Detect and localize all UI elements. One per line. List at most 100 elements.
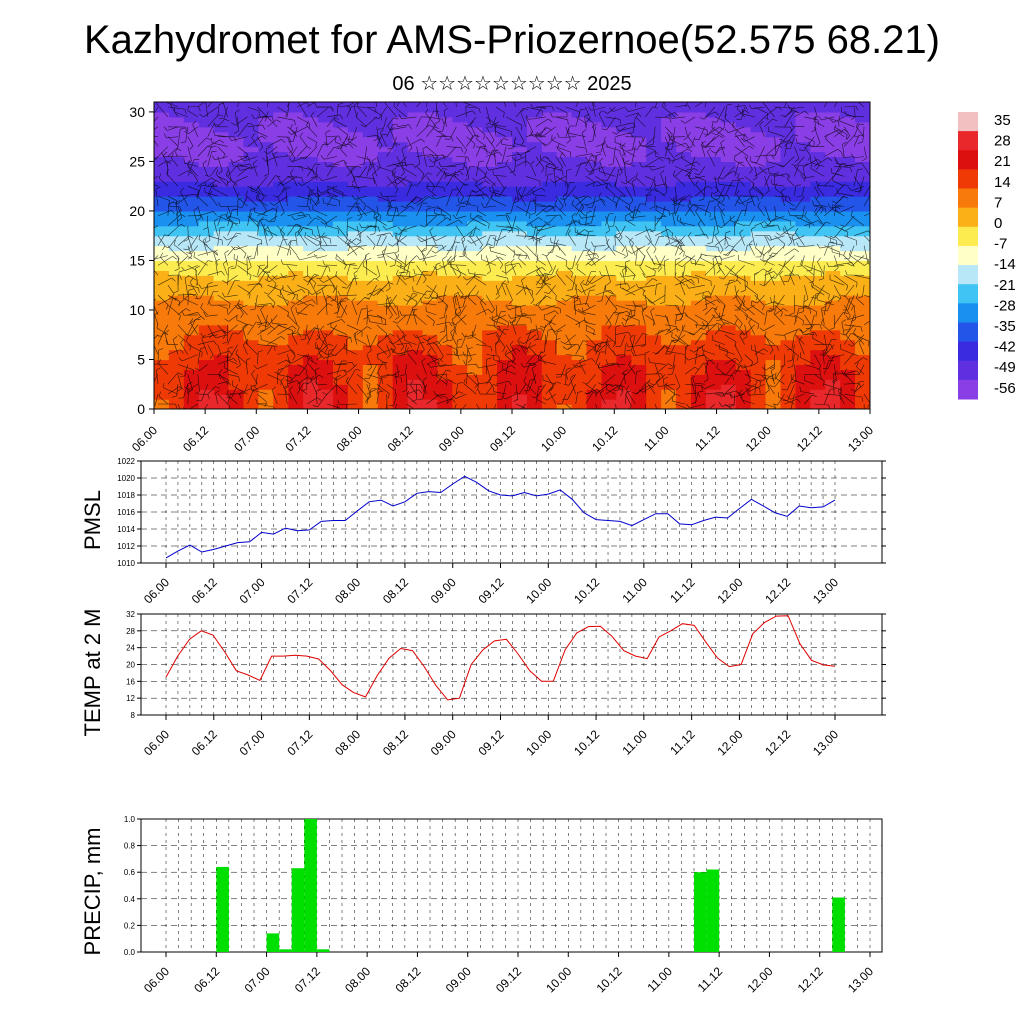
heatmap-cell <box>795 404 811 409</box>
wind-barb-feather <box>339 298 343 303</box>
heatmap-cell <box>168 106 185 113</box>
heatmap-cell <box>452 196 468 202</box>
heatmap-cell <box>526 275 543 281</box>
heatmap-cell <box>198 329 215 336</box>
wind-barb-feather <box>431 154 435 159</box>
wind-barb-feather <box>429 294 433 299</box>
wind-barb-feather <box>172 297 178 299</box>
wind-barb <box>376 377 383 395</box>
wind-barb <box>264 314 268 331</box>
heatmap-cell <box>646 146 662 153</box>
heatmap-cell <box>437 339 453 346</box>
wind-barb <box>247 106 260 112</box>
wind-barb-feather <box>195 367 200 371</box>
wind-barb-feather <box>324 333 330 336</box>
wind-barb <box>339 294 357 296</box>
heatmap-cell <box>512 111 528 118</box>
wind-barb-feather <box>318 374 324 378</box>
heatmap-cell <box>228 295 245 301</box>
heatmap-cell <box>810 210 826 217</box>
wind-barb <box>376 252 395 256</box>
heatmap-cell <box>691 250 707 257</box>
heatmap-cell <box>840 131 856 138</box>
wind-barb-feather <box>316 291 322 295</box>
heatmap-cell <box>497 181 513 187</box>
wind-barb <box>461 238 467 256</box>
wind-barb-feather <box>363 316 369 320</box>
wind-barb <box>471 324 477 338</box>
heatmap-cell <box>273 364 289 370</box>
heatmap-cell <box>750 215 767 222</box>
heatmap-cell <box>676 151 692 158</box>
heatmap-cell <box>810 235 826 242</box>
wind-barb-feather <box>339 114 343 120</box>
wind-barb-feather <box>175 151 178 156</box>
heatmap-cell <box>467 205 483 212</box>
heatmap-cell <box>571 309 588 316</box>
heatmap-cell <box>243 220 260 227</box>
wind-barb-feather <box>222 341 228 344</box>
wind-barb-feather <box>467 157 470 162</box>
heatmap-cell <box>288 166 304 172</box>
wind-barb <box>167 245 180 259</box>
heatmap-cell <box>556 181 573 187</box>
heatmap-cell <box>601 240 618 247</box>
heatmap-cell <box>482 205 498 212</box>
wind-barb <box>217 304 228 309</box>
heatmap-cell <box>541 176 558 182</box>
wind-barb-feather <box>290 301 296 305</box>
wind-barb-feather <box>286 359 291 364</box>
heatmap-cell <box>482 389 498 395</box>
wind-barb-feather <box>463 163 467 169</box>
wind-barb <box>235 353 248 365</box>
wind-barb-feather <box>334 418 338 420</box>
heatmap-cell <box>646 205 662 212</box>
heatmap-cell <box>720 379 737 385</box>
heatmap-cell <box>676 389 692 395</box>
wind-barb <box>189 324 199 336</box>
heatmap-cell <box>303 379 319 385</box>
heatmap-cell <box>631 131 647 138</box>
wind-barb-feather <box>287 312 289 318</box>
heatmap-cell <box>810 225 826 232</box>
heatmap-cell <box>795 359 811 366</box>
heatmap-cell <box>586 369 603 375</box>
wind-barb-feather <box>449 261 455 263</box>
wind-barb-feather <box>354 175 360 178</box>
wind-barb-feather <box>388 405 394 407</box>
wind-barb-feather <box>216 354 222 358</box>
wind-barb-feather <box>359 246 365 250</box>
wind-barb-feather <box>257 222 259 228</box>
heatmap-cell <box>705 181 722 187</box>
heatmap-cell <box>228 265 245 271</box>
heatmap-cell <box>243 240 260 247</box>
heatmap-cell <box>616 404 632 409</box>
heatmap-cell <box>512 270 528 276</box>
heatmap-cell <box>183 270 200 276</box>
heatmap-cell <box>855 329 870 336</box>
wind-barb <box>414 273 427 276</box>
heatmap-cell <box>198 156 215 163</box>
wind-barb <box>299 255 318 261</box>
wind-barb-feather <box>177 372 183 375</box>
heatmap-cell <box>541 146 558 153</box>
wind-barb <box>450 266 467 276</box>
wind-barb <box>450 332 457 345</box>
wind-barb <box>188 403 198 409</box>
wind-barb <box>396 235 399 252</box>
heatmap-cell <box>347 215 364 222</box>
wind-barb-feather <box>393 170 396 176</box>
heatmap-cell <box>676 394 692 400</box>
heatmap-cell <box>452 171 468 177</box>
wind-barb-feather <box>378 390 384 393</box>
wind-barb <box>456 383 458 395</box>
heatmap-cell <box>288 176 304 182</box>
wind-barb <box>247 209 251 226</box>
wind-barb-feather <box>392 167 397 171</box>
wind-barb-feather <box>309 189 315 192</box>
heatmap-cell <box>825 255 841 262</box>
wind-barb <box>326 294 339 304</box>
heatmap-cell <box>512 399 528 405</box>
heatmap-cell <box>422 156 439 163</box>
heatmap-cell <box>347 275 364 281</box>
